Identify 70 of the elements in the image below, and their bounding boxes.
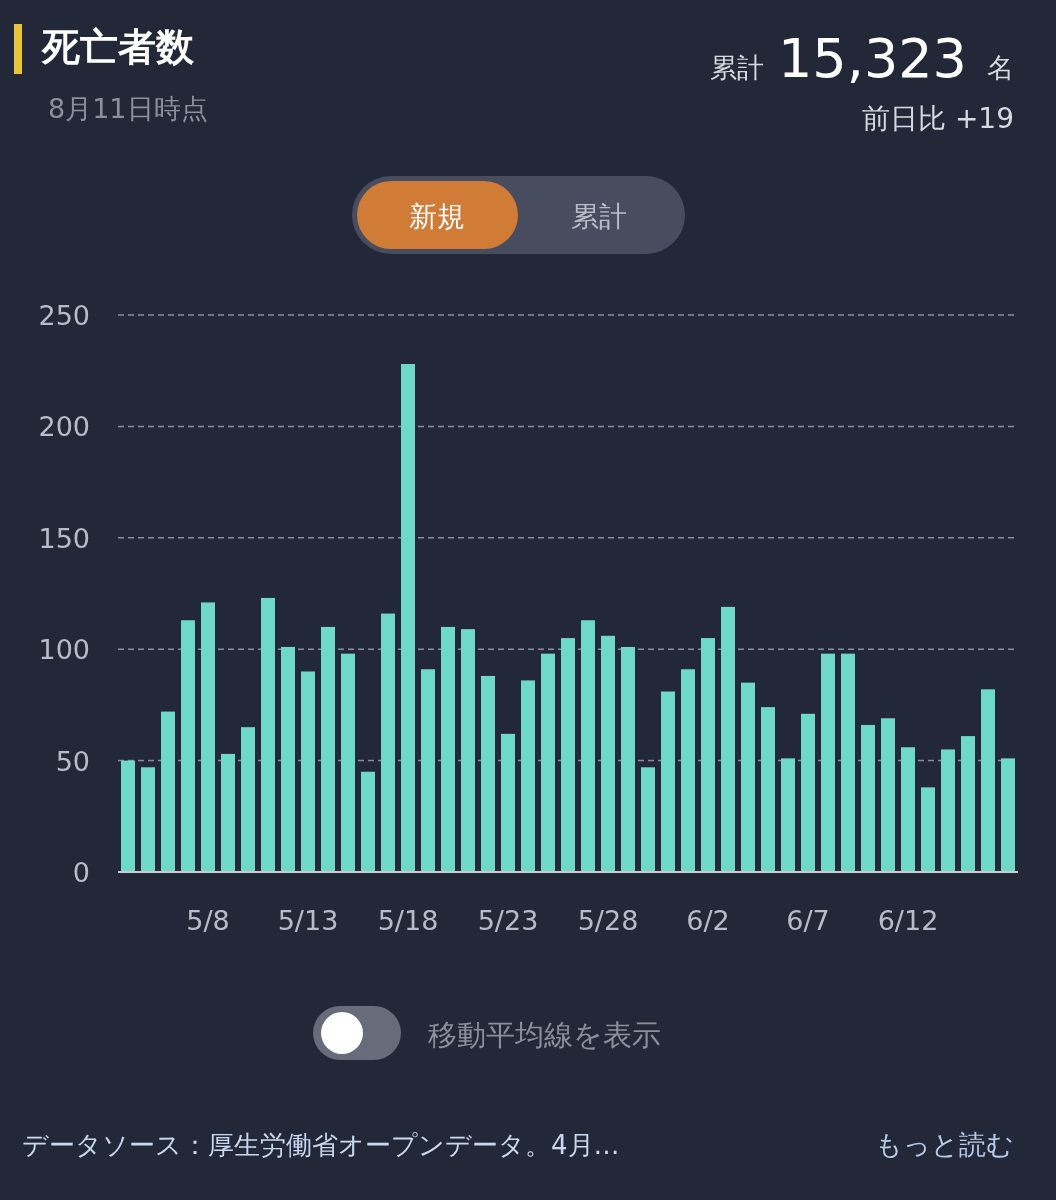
text: もっと読む — [875, 1129, 1014, 1160]
bar — [801, 713, 815, 872]
bar — [781, 758, 795, 872]
y-tick-label: 50 — [55, 745, 90, 777]
y-tick-label: 250 — [38, 300, 90, 331]
chart-subtitle: 8月11日時点 — [48, 93, 208, 124]
bar — [761, 707, 775, 872]
bar — [321, 626, 335, 872]
bar — [301, 671, 315, 872]
bar — [941, 749, 955, 872]
bar — [821, 653, 835, 872]
bar — [841, 653, 855, 872]
bar — [521, 680, 535, 872]
text: 前日比 +19 — [862, 102, 1014, 135]
x-tick-label: 6/2 — [686, 905, 730, 936]
bar — [921, 787, 935, 872]
bar — [241, 727, 255, 872]
bar — [361, 771, 375, 872]
bar — [161, 711, 175, 872]
bar — [721, 606, 735, 872]
bar — [681, 669, 695, 872]
x-tick-label: 5/8 — [186, 905, 230, 936]
x-tick-label: 5/23 — [477, 905, 539, 936]
x-tick-label: 5/18 — [377, 905, 439, 936]
bar — [861, 724, 875, 872]
bar — [561, 638, 575, 872]
bar — [421, 669, 435, 872]
bar — [441, 626, 455, 872]
bar — [741, 682, 755, 872]
x-tick-label: 5/28 — [577, 905, 639, 936]
bar — [481, 675, 495, 872]
bar — [601, 635, 615, 872]
bar — [381, 613, 395, 872]
text: データソース：厚生労働省オープンデータ。4月… — [22, 1130, 620, 1160]
bar — [901, 747, 915, 872]
bar — [201, 602, 215, 872]
bar — [401, 364, 415, 872]
x-tick-label: 6/7 — [786, 905, 830, 936]
bar — [341, 653, 355, 872]
chart-title: 死亡者数 — [41, 25, 195, 69]
bar — [661, 691, 675, 872]
bar — [141, 767, 155, 872]
bar — [641, 767, 655, 872]
text: 累計 — [710, 52, 764, 83]
bar — [181, 620, 195, 872]
bar — [501, 733, 515, 872]
y-tick-label: 0 — [72, 857, 90, 888]
bar — [261, 597, 275, 872]
bar — [541, 653, 555, 872]
bar — [581, 620, 595, 872]
text: 累計 — [571, 200, 627, 233]
bar — [621, 646, 635, 872]
bar — [461, 629, 475, 872]
text: 移動平均線を表示 — [428, 1018, 661, 1052]
text: 名 — [987, 52, 1014, 83]
text: 15,323 — [778, 27, 967, 90]
bar — [881, 718, 895, 872]
x-tick-label: 6/12 — [877, 905, 939, 936]
bar — [961, 736, 975, 872]
bar — [981, 689, 995, 872]
text: 新規 — [409, 200, 465, 233]
bar — [281, 646, 295, 872]
bar — [221, 753, 235, 872]
bar — [701, 638, 715, 872]
bar — [121, 760, 135, 872]
bar — [1001, 758, 1015, 872]
y-tick-label: 100 — [38, 634, 90, 666]
y-tick-label: 150 — [38, 522, 90, 554]
y-tick-label: 200 — [38, 411, 90, 443]
x-tick-label: 5/13 — [277, 905, 339, 936]
